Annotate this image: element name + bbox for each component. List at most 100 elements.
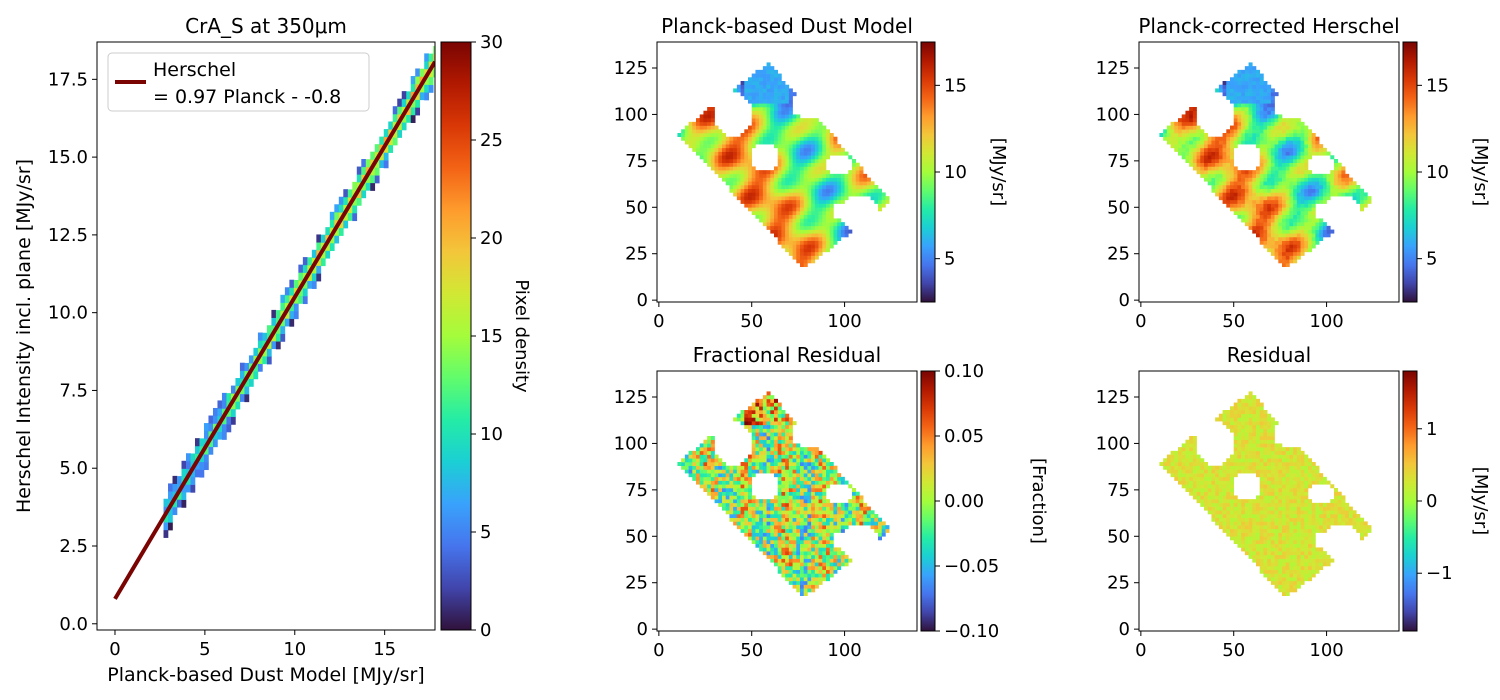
map-pixel — [1278, 240, 1283, 245]
map-pixel — [1322, 225, 1327, 230]
map-pixel — [1315, 181, 1320, 186]
map-pixel — [803, 484, 808, 489]
map-pixel — [1252, 173, 1257, 178]
map-pixel — [1326, 188, 1331, 193]
map-pixel — [1222, 155, 1227, 160]
map-pixel — [1315, 218, 1320, 223]
map-pixel — [874, 185, 879, 190]
colorbar-tick-label: 5 — [1426, 249, 1437, 270]
map-pixel — [1226, 417, 1231, 422]
map-pixel — [759, 543, 764, 548]
map-pixel — [785, 140, 790, 145]
map-pixel — [1230, 495, 1235, 500]
map-pixel — [762, 173, 767, 178]
map-pixel — [1248, 192, 1253, 197]
map-pixel — [1222, 88, 1227, 93]
map-pixel — [703, 458, 708, 463]
map-pixel — [822, 155, 827, 160]
map-pixel — [1263, 573, 1268, 578]
density-cell — [401, 122, 407, 131]
map-pixel — [1237, 129, 1242, 134]
map-pixel — [1322, 199, 1327, 204]
map-pixel — [1282, 218, 1287, 223]
map-pixel — [1170, 140, 1175, 145]
map-pixel — [751, 540, 756, 545]
map-pixel — [1218, 473, 1223, 478]
map-pixel — [800, 484, 805, 489]
map-pixel — [1270, 476, 1275, 481]
map-pixel — [826, 155, 831, 160]
map-pixel — [777, 110, 782, 115]
map-pixel — [766, 521, 771, 526]
map-pixel — [781, 521, 786, 526]
map-pixel — [1278, 521, 1283, 526]
map-pixel — [785, 562, 790, 567]
map-pixel — [796, 469, 801, 474]
map-pixel — [807, 147, 812, 152]
map-pixel — [1244, 536, 1249, 541]
map-pixel — [1241, 192, 1246, 197]
map-pixel — [837, 185, 842, 190]
map-pixel — [1230, 125, 1235, 130]
map-pixel — [1282, 484, 1287, 489]
map-pixel — [1289, 218, 1294, 223]
map-pixel — [1222, 417, 1227, 422]
map-pixel — [792, 211, 797, 216]
map-pixel — [1274, 222, 1279, 227]
map-pixel — [766, 421, 771, 426]
residual-pixels — [1159, 391, 1372, 597]
map-pixel — [762, 84, 767, 89]
map-pixel — [759, 499, 764, 504]
map-pixel — [1211, 473, 1216, 478]
map-pixel — [1256, 233, 1261, 238]
map-pixel — [762, 203, 767, 208]
map-pixel — [785, 192, 790, 197]
map-pixel — [1233, 402, 1238, 407]
map-pixel — [1308, 133, 1313, 138]
map-pixel — [1252, 428, 1257, 433]
map-pixel — [1274, 192, 1279, 197]
map-pixel — [1174, 133, 1179, 138]
map-pixel — [1341, 188, 1346, 193]
map-pixel — [1285, 129, 1290, 134]
map-pixel — [1300, 133, 1305, 138]
density-cell — [433, 69, 435, 78]
map-pixel — [785, 166, 790, 171]
map-pixel — [714, 488, 719, 493]
map-pixel — [1248, 454, 1253, 459]
map-pixel — [814, 218, 819, 223]
map-pixel — [1241, 173, 1246, 178]
colorbar-tick-label: 15 — [944, 75, 967, 96]
density-cell — [163, 498, 169, 507]
map-pixel — [826, 473, 831, 478]
map-pixel — [1270, 517, 1275, 522]
map-pixel — [774, 517, 779, 522]
map-pixel — [1215, 147, 1220, 152]
map-pixel — [722, 166, 727, 171]
map-pixel — [829, 569, 834, 574]
map-pixel — [1189, 107, 1194, 112]
map-pixel — [729, 465, 734, 470]
map-pixel — [714, 454, 719, 459]
map-pixel — [1300, 125, 1305, 130]
map-pixel — [848, 177, 853, 182]
map-pixel — [707, 110, 712, 115]
map-pixel — [762, 521, 767, 526]
map-pixel — [1263, 107, 1268, 112]
map-pixel — [1159, 462, 1164, 467]
density-cell — [217, 423, 223, 432]
map-pixel — [833, 569, 838, 574]
map-pixel — [744, 170, 749, 175]
map-pixel — [762, 66, 767, 71]
map-pixel — [785, 88, 790, 93]
map-pixel — [699, 447, 704, 452]
map-pixel — [777, 402, 782, 407]
map-pixel — [762, 402, 767, 407]
map-pixel — [822, 562, 827, 567]
density-cell — [230, 416, 236, 425]
map-pixel — [1252, 432, 1257, 437]
map-pixel — [751, 203, 756, 208]
density-cell — [329, 211, 335, 220]
map-pixel — [1185, 454, 1190, 459]
map-pixel — [751, 140, 756, 145]
